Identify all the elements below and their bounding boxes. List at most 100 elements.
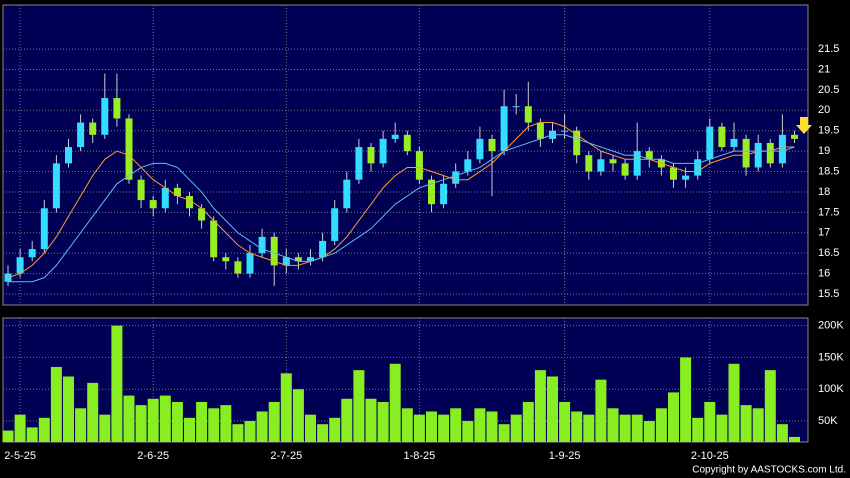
candle-body [573, 130, 581, 156]
y-tick-label: 18 [818, 186, 830, 198]
x-tick-label: 1-8-25 [404, 450, 436, 462]
volume-bar [438, 414, 450, 442]
volume-bar [583, 414, 595, 442]
volume-bar [87, 382, 99, 442]
candle-body [766, 142, 774, 164]
y-tick-label: 21.5 [818, 43, 839, 55]
volume-bar [365, 398, 377, 442]
candle-body [294, 257, 302, 262]
candle-body [101, 98, 109, 135]
volume-bar [474, 408, 486, 442]
y-tick-label: 16.5 [818, 247, 839, 259]
volume-bar [317, 424, 329, 442]
volume-bar [26, 427, 38, 442]
volume-bar [341, 398, 353, 442]
volume-bar [147, 398, 159, 442]
candle-body [778, 134, 786, 164]
volume-bar [510, 414, 522, 442]
volume-bar [135, 405, 147, 442]
candle-body [307, 257, 314, 262]
candle-body [210, 220, 218, 258]
candle-body [452, 171, 460, 184]
candle-body [186, 196, 193, 209]
candle-body [355, 147, 363, 180]
volume-bar [292, 389, 304, 442]
volume-bar [426, 411, 437, 442]
volume-bar [486, 411, 498, 442]
candle-body [77, 122, 85, 148]
volume-bar [220, 405, 232, 442]
candle-body [440, 183, 448, 205]
y-tick-label: 19 [818, 145, 830, 157]
candle-body [512, 106, 520, 108]
volume-bar [401, 408, 413, 442]
volume-bar [668, 392, 679, 442]
candle-body [222, 257, 230, 262]
y-tick-label: 15.5 [818, 288, 839, 300]
volume-bar [450, 408, 462, 442]
candle-body [198, 208, 206, 221]
volume-bar [280, 373, 292, 442]
moving-average-line [7, 122, 795, 279]
candle-body [464, 159, 472, 172]
candle-body [428, 179, 435, 205]
candle-body [246, 253, 254, 274]
candle-body [754, 142, 762, 168]
candle-body [319, 240, 327, 258]
y-tick-label: 100K [818, 383, 844, 395]
candle-body [597, 159, 605, 172]
volume-bar [559, 401, 571, 442]
y-tick-label: 19.5 [818, 125, 839, 137]
volume-bar [99, 414, 111, 442]
candle-body [682, 175, 690, 180]
volume-bar [38, 417, 50, 442]
candle-body [403, 134, 411, 152]
candle-body [161, 187, 169, 209]
candle-body [609, 159, 617, 164]
candle-body [633, 151, 641, 176]
x-tick-label: 2-5-25 [4, 450, 36, 462]
volume-bar [789, 436, 800, 442]
latest-marker [796, 117, 812, 134]
candle-body [694, 159, 702, 176]
volume-bar [14, 414, 26, 442]
volume-bar [740, 405, 752, 442]
candle-body [65, 147, 72, 164]
candle-body [52, 163, 60, 209]
volume-bar [704, 401, 716, 442]
candle-body [742, 138, 750, 168]
candle-body [536, 122, 544, 139]
volume-bar [268, 401, 280, 442]
candle-body [343, 179, 351, 209]
volume-bar [184, 417, 195, 442]
volume-bar [353, 370, 365, 442]
volume-bar [208, 408, 220, 442]
volume-bar [728, 363, 740, 442]
volume-bar [159, 395, 171, 442]
candle-body [561, 130, 569, 132]
candle-body [40, 208, 48, 250]
moving-average-line [8, 134, 795, 283]
copyright: Copyright by AASTOCKS.com Ltd. [692, 465, 846, 476]
volume-bar [256, 411, 268, 442]
volume-bar [196, 401, 208, 442]
candle-body [331, 208, 339, 241]
volume-bar [329, 417, 341, 442]
price-panel [2, 4, 809, 306]
candle-body [476, 138, 484, 160]
candle-body [367, 147, 375, 164]
volume-bar [522, 401, 534, 442]
y-tick-label: 17.5 [818, 206, 839, 218]
candle-body [791, 134, 798, 139]
candle-body [16, 257, 24, 274]
volume-bar [607, 408, 619, 442]
candle-body [670, 167, 677, 180]
volume-bar [75, 408, 87, 442]
candle-body [645, 151, 653, 160]
volume-bar [655, 408, 667, 442]
candle-body [113, 98, 121, 119]
candle-body [125, 118, 133, 180]
candle-body [270, 236, 278, 266]
volume-bar [619, 414, 631, 442]
